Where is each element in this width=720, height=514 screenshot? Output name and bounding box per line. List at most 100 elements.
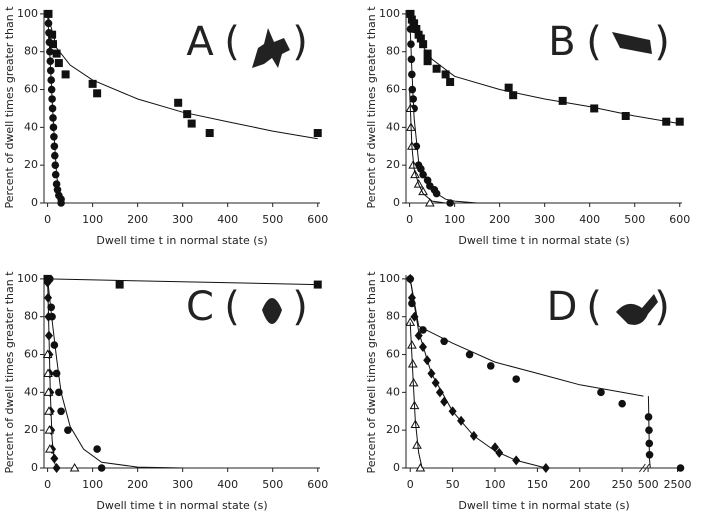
y-tick-label: 80 bbox=[24, 45, 38, 58]
panel: 0 20 40 60 80 100 0 100 200 300 400 500 600 Percent o… bbox=[365, 6, 690, 247]
x-tick-label: 0 bbox=[44, 213, 51, 226]
y-tick-label: 0 bbox=[31, 461, 38, 474]
y-tick-label: 80 bbox=[386, 310, 400, 323]
x-tick-label: 0 bbox=[44, 478, 51, 491]
point bbox=[93, 445, 101, 453]
panel-label: C bbox=[186, 284, 214, 330]
y-tick-label: 60 bbox=[386, 83, 400, 96]
y-tick-label: 80 bbox=[24, 310, 38, 323]
x-tick-label: 600 bbox=[307, 213, 328, 226]
x-tick-label: 400 bbox=[217, 213, 238, 226]
x-tick-label: 0 bbox=[407, 478, 414, 491]
y-tick-label: 100 bbox=[379, 272, 400, 285]
y-tick-label: 40 bbox=[24, 120, 38, 133]
icon bbox=[262, 298, 282, 324]
x-tick-label: 200 bbox=[127, 213, 148, 226]
point bbox=[512, 375, 521, 383]
point bbox=[50, 341, 59, 349]
y-tick-label: 60 bbox=[24, 348, 38, 361]
point bbox=[183, 110, 192, 119]
fit-line bbox=[409, 89, 446, 204]
x-tick-label: 600 bbox=[307, 478, 328, 491]
y-tick-label: 100 bbox=[379, 7, 400, 20]
bracket: ) bbox=[292, 19, 308, 65]
point bbox=[52, 463, 61, 473]
y-tick-label: 100 bbox=[17, 7, 38, 20]
panel-label: D bbox=[547, 284, 578, 330]
y-tick-label: 40 bbox=[24, 385, 38, 398]
panel: 0 20 40 60 80 100 0 100 200 300 400 500 600 Percent o… bbox=[3, 271, 328, 512]
point bbox=[509, 91, 518, 100]
fit-line bbox=[409, 13, 500, 204]
point bbox=[51, 161, 60, 169]
point bbox=[410, 19, 419, 28]
x-tick-label: 600 bbox=[669, 213, 690, 226]
x-tick-label: 400 bbox=[217, 478, 238, 491]
fit-line bbox=[409, 278, 547, 469]
point bbox=[423, 57, 432, 66]
bracket: ( bbox=[586, 19, 602, 65]
y-axis-label: Percent of dwell times greater than t bbox=[365, 271, 378, 474]
icon bbox=[612, 32, 652, 54]
point bbox=[93, 89, 102, 98]
point bbox=[465, 350, 474, 359]
y-tick-label: 20 bbox=[24, 423, 38, 436]
point bbox=[504, 83, 513, 92]
point bbox=[597, 388, 605, 397]
point bbox=[410, 169, 420, 179]
y-axis-label: Percent of dwell times greater than t bbox=[3, 6, 16, 209]
point bbox=[676, 464, 685, 472]
icon bbox=[252, 28, 290, 68]
icon-shape bbox=[252, 28, 290, 68]
point bbox=[432, 64, 441, 73]
point bbox=[441, 70, 450, 79]
fit-line bbox=[409, 322, 423, 469]
x-tick-label: 0 bbox=[406, 213, 413, 226]
x-tick-label: 2500 bbox=[664, 478, 692, 491]
bracket: ( bbox=[586, 284, 602, 330]
point bbox=[51, 170, 60, 179]
point bbox=[313, 129, 322, 138]
y-tick-label: 60 bbox=[24, 83, 38, 96]
icon-shape bbox=[262, 298, 282, 324]
fit-line bbox=[409, 13, 680, 125]
y-tick-label: 20 bbox=[386, 158, 400, 171]
point bbox=[419, 40, 428, 49]
icon-shape bbox=[616, 294, 658, 325]
x-axis-label: Dwell time t in normal state (s) bbox=[96, 499, 267, 512]
y-tick-label: 100 bbox=[17, 272, 38, 285]
y-tick-label: 40 bbox=[386, 385, 400, 398]
x-tick-label: 100 bbox=[444, 213, 465, 226]
x-tick-label: 500 bbox=[262, 213, 283, 226]
point bbox=[57, 407, 65, 416]
x-axis-label: Dwell time t in normal state (s) bbox=[458, 234, 629, 247]
point bbox=[590, 104, 599, 113]
y-axis-label: Percent of dwell times greater than t bbox=[3, 271, 16, 474]
point bbox=[115, 280, 124, 289]
fit-line bbox=[47, 278, 58, 469]
icon-shape bbox=[612, 32, 652, 54]
fit-line bbox=[47, 13, 318, 140]
point bbox=[54, 59, 63, 68]
point bbox=[558, 96, 567, 105]
y-tick-label: 20 bbox=[386, 423, 400, 436]
panel: 0 20 40 60 80 100 0 100 200 300 400 500 600 Percent o… bbox=[3, 6, 328, 247]
bracket: ) bbox=[292, 284, 308, 330]
point bbox=[621, 112, 630, 121]
x-tick-label: 100 bbox=[82, 478, 103, 491]
point bbox=[412, 440, 422, 449]
point bbox=[440, 396, 449, 407]
point bbox=[52, 180, 61, 188]
y-tick-label: 20 bbox=[24, 158, 38, 171]
y-tick-label: 0 bbox=[393, 196, 400, 209]
y-axis-label: Percent of dwell times greater than t bbox=[365, 6, 378, 209]
x-tick-label: 300 bbox=[534, 213, 555, 226]
point bbox=[174, 98, 183, 107]
point bbox=[618, 399, 626, 408]
point bbox=[675, 117, 684, 126]
x-tick-label: 200 bbox=[489, 213, 510, 226]
point bbox=[416, 34, 425, 43]
point bbox=[57, 199, 65, 207]
bracket: ) bbox=[654, 284, 670, 330]
point bbox=[435, 387, 444, 398]
